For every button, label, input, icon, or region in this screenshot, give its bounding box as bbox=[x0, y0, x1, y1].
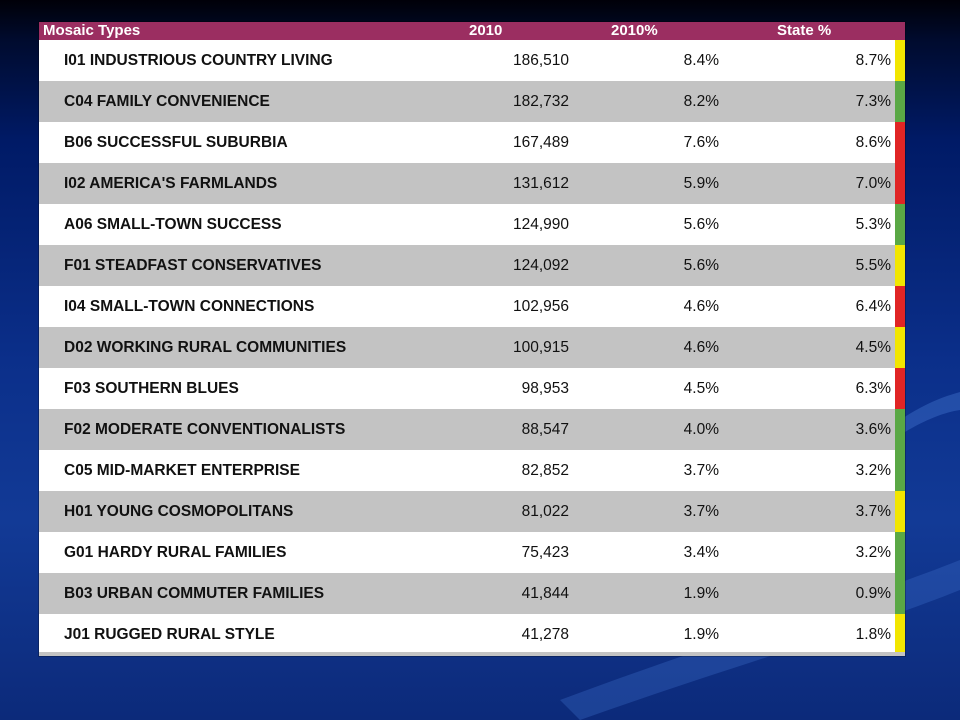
table-row: I04 SMALL-TOWN CONNECTIONS 102,956 4.6% … bbox=[39, 286, 905, 327]
row-mosaic-type: J01 RUGGED RURAL STYLE bbox=[64, 626, 275, 643]
header-state-percent: State % bbox=[777, 22, 832, 39]
row-2010-count: 186,510 bbox=[512, 51, 569, 69]
status-flag bbox=[895, 368, 905, 409]
row-2010-count: 88,547 bbox=[521, 420, 569, 438]
row-2010-percent: 4.5% bbox=[683, 379, 719, 397]
row-2010-percent: 1.9% bbox=[683, 625, 719, 643]
row-2010-percent: 5.6% bbox=[683, 215, 719, 233]
row-2010-count: 131,612 bbox=[512, 174, 569, 192]
row-2010-percent: 5.9% bbox=[683, 174, 719, 192]
row-2010-count: 102,956 bbox=[512, 297, 569, 315]
status-flag bbox=[895, 122, 905, 163]
status-flag bbox=[895, 81, 905, 122]
table-row: C04 FAMILY CONVENIENCE 182,732 8.2% 7.3% bbox=[39, 81, 905, 122]
row-2010-count: 41,844 bbox=[521, 584, 569, 602]
row-mosaic-type: B06 SUCCESSFUL SUBURBIA bbox=[64, 134, 288, 151]
row-mosaic-type: F01 STEADFAST CONSERVATIVES bbox=[64, 257, 322, 274]
table-row: J01 RUGGED RURAL STYLE 41,278 1.9% 1.8% bbox=[39, 614, 905, 655]
table-row: I01 INDUSTRIOUS COUNTRY LIVING 186,510 8… bbox=[39, 40, 905, 81]
row-state-percent: 3.7% bbox=[855, 502, 891, 520]
row-state-percent: 6.4% bbox=[855, 297, 891, 315]
table-body: I01 INDUSTRIOUS COUNTRY LIVING 186,510 8… bbox=[39, 40, 905, 655]
row-state-percent: 1.8% bbox=[855, 625, 891, 643]
header-2010: 2010 bbox=[469, 22, 503, 39]
status-flag bbox=[895, 204, 905, 245]
table-row: I02 AMERICA'S FARMLANDS 131,612 5.9% 7.0… bbox=[39, 163, 905, 204]
table-row: G01 HARDY RURAL FAMILIES 75,423 3.4% 3.2… bbox=[39, 532, 905, 573]
row-state-percent: 7.3% bbox=[855, 92, 891, 110]
row-2010-count: 81,022 bbox=[521, 502, 569, 520]
row-2010-percent: 4.6% bbox=[683, 297, 719, 315]
table-row: D02 WORKING RURAL COMMUNITIES 100,915 4.… bbox=[39, 327, 905, 368]
table-row: B06 SUCCESSFUL SUBURBIA 167,489 7.6% 8.6… bbox=[39, 122, 905, 163]
row-mosaic-type: I01 INDUSTRIOUS COUNTRY LIVING bbox=[64, 52, 333, 69]
row-2010-percent: 7.6% bbox=[683, 133, 719, 151]
row-state-percent: 3.2% bbox=[855, 461, 891, 479]
row-state-percent: 5.5% bbox=[855, 256, 891, 274]
row-mosaic-type: I04 SMALL-TOWN CONNECTIONS bbox=[64, 298, 315, 315]
row-2010-percent: 8.2% bbox=[683, 92, 719, 110]
row-mosaic-type: I02 AMERICA'S FARMLANDS bbox=[64, 175, 278, 192]
mosaic-types-table: Mosaic Types 2010 2010% State % I01 INDU… bbox=[39, 22, 905, 656]
row-mosaic-type: G01 HARDY RURAL FAMILIES bbox=[64, 544, 287, 561]
row-state-percent: 4.5% bbox=[855, 338, 891, 356]
row-mosaic-type: F02 MODERATE CONVENTIONALISTS bbox=[64, 421, 346, 438]
row-2010-count: 182,732 bbox=[512, 92, 569, 110]
header-2010-percent: 2010% bbox=[611, 22, 658, 39]
row-2010-percent: 3.7% bbox=[683, 461, 719, 479]
row-2010-count: 124,990 bbox=[512, 215, 569, 233]
status-flag bbox=[895, 614, 905, 655]
row-mosaic-type: D02 WORKING RURAL COMMUNITIES bbox=[64, 339, 347, 356]
table-header: Mosaic Types 2010 2010% State % bbox=[39, 22, 905, 40]
row-mosaic-type: A06 SMALL-TOWN SUCCESS bbox=[64, 216, 282, 233]
row-state-percent: 3.2% bbox=[855, 543, 891, 561]
table-row: B03 URBAN COMMUTER FAMILIES 41,844 1.9% … bbox=[39, 573, 905, 614]
status-flag bbox=[895, 573, 905, 614]
row-2010-count: 98,953 bbox=[521, 379, 569, 397]
row-2010-percent: 3.7% bbox=[683, 502, 719, 520]
row-2010-percent: 8.4% bbox=[683, 51, 719, 69]
row-state-percent: 8.6% bbox=[855, 133, 891, 151]
row-2010-percent: 3.4% bbox=[683, 543, 719, 561]
row-2010-count: 75,423 bbox=[521, 543, 569, 561]
header-mosaic-types: Mosaic Types bbox=[43, 22, 141, 39]
row-2010-percent: 1.9% bbox=[683, 584, 719, 602]
row-state-percent: 7.0% bbox=[855, 174, 891, 192]
row-state-percent: 0.9% bbox=[855, 584, 891, 602]
row-2010-count: 124,092 bbox=[512, 256, 569, 274]
row-mosaic-type: F03 SOUTHERN BLUES bbox=[64, 380, 239, 397]
table-row: F02 MODERATE CONVENTIONALISTS 88,547 4.0… bbox=[39, 409, 905, 450]
status-flag bbox=[895, 163, 905, 204]
row-state-percent: 3.6% bbox=[855, 420, 891, 438]
status-flag bbox=[895, 327, 905, 368]
row-2010-count: 41,278 bbox=[521, 625, 569, 643]
row-mosaic-type: H01 YOUNG COSMOPOLITANS bbox=[64, 503, 294, 520]
row-2010-percent: 5.6% bbox=[683, 256, 719, 274]
status-flag bbox=[895, 286, 905, 327]
row-state-percent: 8.7% bbox=[855, 51, 891, 69]
row-2010-percent: 4.6% bbox=[683, 338, 719, 356]
row-mosaic-type: C05 MID-MARKET ENTERPRISE bbox=[64, 462, 300, 479]
row-state-percent: 5.3% bbox=[855, 215, 891, 233]
status-flag bbox=[895, 40, 905, 81]
status-flag bbox=[895, 532, 905, 573]
table-bottom-divider bbox=[39, 652, 905, 656]
status-flag bbox=[895, 450, 905, 491]
row-2010-count: 82,852 bbox=[521, 461, 569, 479]
row-2010-count: 100,915 bbox=[512, 338, 569, 356]
table-row: H01 YOUNG COSMOPOLITANS 81,022 3.7% 3.7% bbox=[39, 491, 905, 532]
table-row: C05 MID-MARKET ENTERPRISE 82,852 3.7% 3.… bbox=[39, 450, 905, 491]
row-state-percent: 6.3% bbox=[855, 379, 891, 397]
status-flag bbox=[895, 409, 905, 450]
status-flag bbox=[895, 245, 905, 286]
row-2010-percent: 4.0% bbox=[683, 420, 719, 438]
status-flag bbox=[895, 491, 905, 532]
table-row: F01 STEADFAST CONSERVATIVES 124,092 5.6%… bbox=[39, 245, 905, 286]
row-mosaic-type: C04 FAMILY CONVENIENCE bbox=[64, 93, 270, 110]
row-mosaic-type: B03 URBAN COMMUTER FAMILIES bbox=[64, 585, 325, 602]
table-row: F03 SOUTHERN BLUES 98,953 4.5% 6.3% bbox=[39, 368, 905, 409]
row-2010-count: 167,489 bbox=[512, 133, 569, 151]
table-row: A06 SMALL-TOWN SUCCESS 124,990 5.6% 5.3% bbox=[39, 204, 905, 245]
